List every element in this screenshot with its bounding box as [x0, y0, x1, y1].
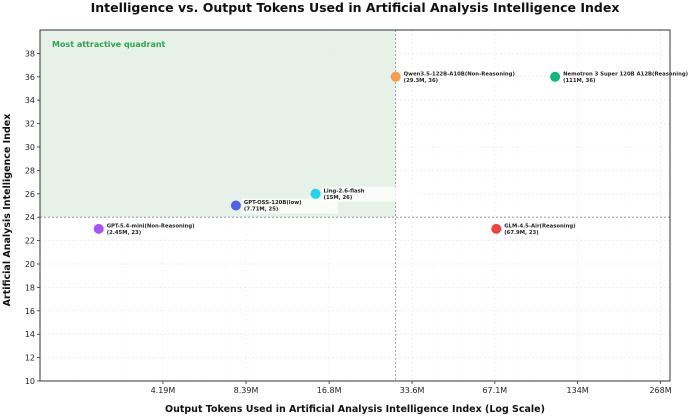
data-point: GLM-4.5-Air(Reasoning)(67.9M, 23)	[491, 221, 599, 237]
point-value-label: (67.9M, 23)	[504, 230, 538, 236]
x-tick-label: 33.6M	[400, 386, 425, 395]
point-name-label: Nemotron 3 Super 120B A12B(Reasoning)	[563, 71, 688, 77]
y-tick-label: 16	[25, 307, 35, 316]
point-name-label: Qwen3.5-122B-A10B(Non-Reasoning)	[404, 71, 515, 77]
point-name-label: GPT-5.4-mini(Non-Reasoning)	[107, 223, 195, 229]
point-label-background	[104, 221, 201, 237]
data-points: GPT-5.4-mini(Non-Reasoning)(2.45M, 23)GP…	[93, 69, 688, 237]
point-marker	[310, 188, 321, 199]
y-tick-label: 20	[25, 260, 35, 269]
y-axis-ticks: 10 12 14 16 18 20 22 24 26 28 30 32 34 36 38	[25, 49, 40, 386]
point-value-label: (2.45M, 23)	[107, 230, 141, 236]
x-tick-label: 268M	[649, 386, 671, 395]
point-value-label: (7.71M, 25)	[244, 207, 278, 213]
chart-title: Intelligence vs. Output Tokens Used in A…	[91, 0, 620, 15]
y-tick-label: 24	[25, 213, 35, 222]
point-name-label: Ling-2.6-flash	[324, 188, 365, 194]
point-value-label: (29.3M, 36)	[404, 78, 438, 84]
plot-frame	[39, 29, 671, 382]
point-marker	[390, 71, 401, 82]
point-value-label: (15M, 26)	[324, 195, 353, 201]
x-tick-label: 16.8M	[317, 386, 342, 395]
plot-area: Most attractive quadrant GPT-5.4-mini(No…	[39, 29, 688, 382]
y-tick-label: 36	[25, 73, 35, 82]
data-point: Qwen3.5-122B-A10B(Non-Reasoning)(29.3M, …	[390, 69, 515, 85]
data-point: Ling-2.6-flash(15M, 26)	[310, 186, 418, 202]
data-point: Nemotron 3 Super 120B A12B(Reasoning)(11…	[550, 69, 688, 85]
grid	[40, 30, 670, 382]
data-point: GPT-OSS-120B(low)(7.71M, 25)	[230, 198, 338, 214]
y-tick-label: 26	[25, 190, 35, 199]
quadrant-label: Most attractive quadrant	[52, 40, 166, 49]
x-axis-label: Output Tokens Used in Artificial Analysi…	[165, 404, 545, 415]
x-axis-ticks: 4.19M 8.39M 16.8M 33.6M 67.1M 134M 268M	[151, 381, 672, 395]
y-tick-label: 22	[25, 237, 35, 246]
point-marker	[491, 223, 502, 234]
x-tick-label: 8.39M	[234, 386, 259, 395]
y-tick-label: 28	[25, 166, 35, 175]
x-tick-label: 134M	[567, 386, 589, 395]
point-label-background	[241, 198, 338, 214]
point-marker	[230, 200, 241, 211]
point-value-label: (111M, 36)	[563, 78, 595, 84]
y-axis-label: Artificial Analysis Intelligence Index	[2, 114, 13, 307]
y-tick-label: 18	[25, 283, 35, 292]
point-label-background	[401, 69, 498, 85]
point-label-background	[321, 186, 418, 202]
x-tick-label: 67.1M	[482, 386, 507, 395]
y-tick-label: 14	[25, 330, 35, 339]
y-tick-label: 38	[25, 49, 35, 58]
point-name-label: GPT-OSS-120B(low)	[244, 200, 302, 206]
y-tick-label: 12	[25, 354, 35, 363]
y-tick-label: 10	[25, 377, 35, 386]
y-tick-label: 30	[25, 143, 35, 152]
point-name-label: GLM-4.5-Air(Reasoning)	[504, 223, 575, 229]
data-point: GPT-5.4-mini(Non-Reasoning)(2.45M, 23)	[93, 221, 201, 237]
point-marker	[550, 71, 561, 82]
x-tick-label: 4.19M	[151, 386, 176, 395]
point-marker	[93, 223, 104, 234]
point-label-background	[502, 221, 599, 237]
y-tick-label: 32	[25, 120, 35, 129]
point-label-background	[561, 69, 658, 85]
y-tick-label: 34	[25, 96, 35, 105]
